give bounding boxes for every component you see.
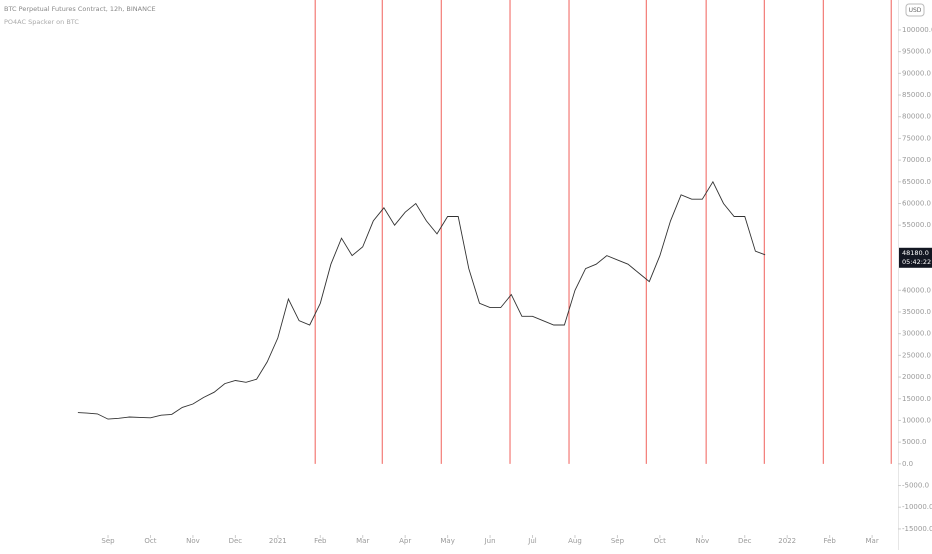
y-tick-label: 30000.0 (902, 330, 931, 338)
chart-title: BTC Perpetual Futures Contract, 12h, BIN… (4, 5, 156, 13)
x-tick-label: 2022 (778, 537, 796, 545)
y-tick-label: 75000.0 (902, 134, 931, 142)
y-tick-label: 65000.0 (902, 178, 931, 186)
y-tick-label: 35000.0 (902, 308, 931, 316)
currency-label: USD (909, 7, 922, 14)
currency-badge[interactable] (905, 3, 925, 17)
y-tick-label: 60000.0 (902, 199, 931, 207)
y-tick-label: 0.0 (902, 460, 913, 468)
y-tick-label: 95000.0 (902, 48, 931, 56)
last-price-box (899, 247, 932, 268)
x-tick-label: Jul (527, 537, 537, 545)
x-tick-label: Apr (399, 537, 411, 545)
x-tick-label: Mar (865, 537, 878, 545)
y-tick-label: 15000.0 (902, 395, 931, 403)
x-tick-label: Sep (101, 537, 115, 545)
y-tick-label: 80000.0 (902, 113, 931, 121)
x-tick-label: Oct (654, 537, 666, 545)
price-line (77, 180, 766, 420)
y-tick-label: 90000.0 (902, 69, 931, 77)
y-tick-label: 10000.0 (902, 416, 931, 424)
x-tick-label: 2021 (269, 537, 287, 545)
x-tick-label: Nov (695, 537, 709, 545)
x-tick-label: Oct (144, 537, 156, 545)
indicator-name: PO4AC Spacker on BTC (4, 18, 79, 26)
y-tick-label: -15000.0 (902, 525, 932, 533)
x-tick-label: Mar (356, 537, 369, 545)
countdown-label: 05:42:22 (902, 258, 931, 266)
x-tick-label: Dec (738, 537, 752, 545)
y-tick-label: 20000.0 (902, 373, 931, 381)
y-tick-label: 100000.0 (902, 26, 932, 34)
x-tick-label: Nov (186, 537, 200, 545)
x-tick-label: Feb (823, 537, 836, 545)
y-tick-label: 5000.0 (902, 438, 927, 446)
y-tick-label: -10000.0 (902, 503, 932, 511)
x-tick-label: Sep (611, 537, 625, 545)
y-tick-label: 85000.0 (902, 91, 931, 99)
x-tick-label: Feb (314, 537, 327, 545)
y-tick-label: 55000.0 (902, 221, 931, 229)
x-tick-label: Aug (568, 537, 582, 545)
y-tick-label: 70000.0 (902, 156, 931, 164)
x-tick-label: May (440, 537, 454, 545)
y-tick-label: 40000.0 (902, 286, 931, 294)
y-tick-label: 25000.0 (902, 351, 931, 359)
x-tick-label: Jun (484, 537, 496, 545)
x-tick-label: Dec (229, 537, 243, 545)
y-tick-label: -5000.0 (902, 482, 929, 490)
last-price-label: 48180.0 (902, 249, 929, 257)
